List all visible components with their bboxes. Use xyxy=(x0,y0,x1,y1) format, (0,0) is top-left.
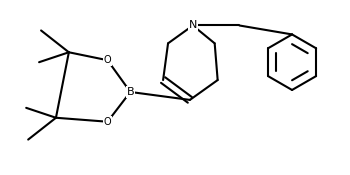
Text: O: O xyxy=(104,117,111,127)
Text: O: O xyxy=(104,55,111,65)
Text: B: B xyxy=(127,87,134,97)
Text: N: N xyxy=(189,20,197,30)
